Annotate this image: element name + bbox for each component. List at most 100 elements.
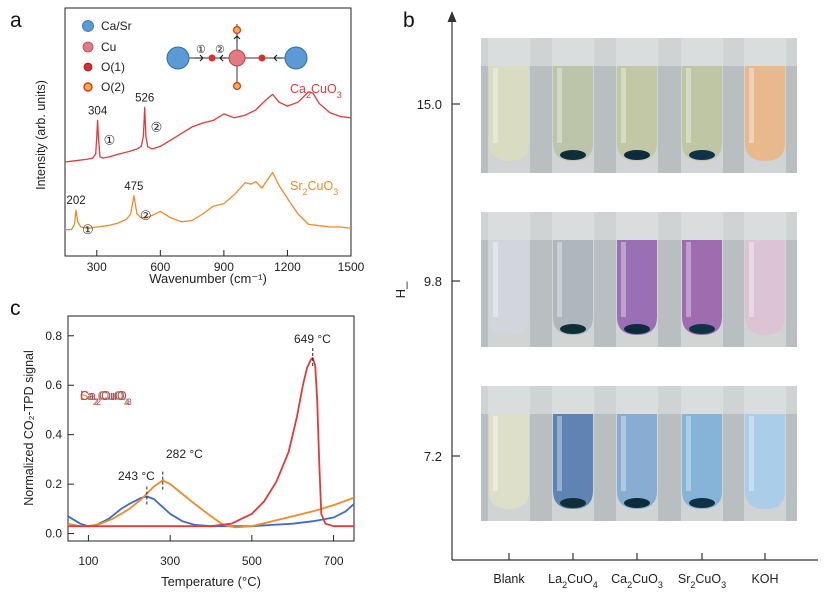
panel-a-x-tick-label: 600: [150, 260, 170, 274]
tube-solution: [489, 240, 529, 335]
panel-b-photo-grid: 15.0 9.8 7.2 Blank La2CuO4 Ca2CuO3 Sr2CuO3 KOH: [417, 38, 797, 590]
panel-c-x-tick-label: 100: [78, 554, 98, 568]
panel-a: a Intensity (arb. units) Wavenumber (cm⁻…: [10, 7, 365, 286]
panel-a-ylabel: Intensity (arb. units): [34, 80, 48, 190]
legend-ca-sr-marker: [82, 20, 94, 32]
tube-sediment: [624, 498, 650, 508]
spectrum-line-srcuo: [65, 171, 352, 231]
inset-mode-1-label: ①: [196, 44, 206, 56]
series-label-cacuo: Ca2CuO3: [290, 82, 342, 100]
tube-highlight: [493, 242, 498, 317]
tube-highlight: [557, 242, 562, 317]
peak-label-475: 475: [124, 181, 143, 193]
inset-vibration-arrow-cu: [219, 54, 226, 62]
panel-b-letter: b: [403, 9, 415, 32]
series-label-lacuo: La2CuO4: [80, 389, 130, 407]
panel-c-x-tick-label: 700: [324, 554, 344, 568]
tube-highlight: [557, 416, 562, 491]
tpd-line-srcuo: [67, 479, 355, 529]
legend-ca-sr-label: Ca/Sr: [101, 19, 132, 33]
series-label-cacuo: Ca2CuO3: [80, 389, 132, 407]
tube-highlight: [686, 242, 691, 317]
peak-label-202: 202: [66, 195, 85, 207]
tube-solution: [489, 414, 529, 509]
panel-c-y-tick-label: 0.0: [45, 527, 62, 541]
series-label-srcuo: Sr2CuO3: [80, 389, 128, 407]
tube-highlight: [621, 416, 626, 491]
legend-o1-marker: [83, 62, 93, 72]
panel-b-y-axis-arrow: [447, 11, 457, 22]
peak-temperature-label-243: 243 °C: [118, 469, 155, 483]
peak-label-526: 526: [135, 92, 154, 104]
panel-c-y-tick-label: 0.6: [45, 378, 62, 392]
peak-mode-marker-475: ②: [140, 208, 152, 223]
peak-temperature-label-282: 282 °C: [166, 447, 203, 461]
peak-mode-marker-202: ①: [82, 222, 94, 237]
panel-c-x-tick-label: 300: [160, 554, 180, 568]
tube-sediment: [560, 150, 586, 160]
tube-solution: [745, 66, 785, 161]
panel-c-y-tick-label: 0.8: [45, 329, 62, 343]
inset-o1-right-atom: [258, 54, 266, 62]
tube-solution: [617, 240, 657, 335]
tube-sediment: [689, 324, 715, 334]
tpd-line-lacuo: [67, 495, 355, 528]
panel-c-frame: [67, 315, 355, 542]
tube-solution: [617, 414, 657, 509]
legend-o2-label: O(2): [101, 80, 125, 94]
panel-a-frame: [64, 7, 352, 257]
panel-a-annotations: Ca2CuO3 304 ① 526 ② Sr2CuO3 202 ① 475 ②: [66, 82, 341, 237]
sample-label-srcuo: Sr2CuO3: [678, 572, 726, 590]
panel-a-plot-area: [64, 91, 352, 231]
tube-solution: [553, 66, 593, 161]
panel-c-y-tick-label: 0.4: [45, 428, 62, 442]
tube-solution: [553, 240, 593, 335]
inset-mode-2-label: ②: [215, 44, 225, 56]
tube-highlight: [557, 68, 562, 143]
inset-ca-sr-left-atom: [166, 46, 190, 70]
panel-a-xlabel: Wavenumber (cm⁻¹): [149, 271, 267, 286]
sample-label-lacuo: La2CuO4: [548, 572, 598, 590]
panel-c-y-tick-label: 0.2: [45, 477, 62, 491]
inset-vibration-arrow-left: [195, 54, 204, 62]
inset-o2-bottom-atom: [232, 81, 242, 91]
sample-label-cacuo: Ca2CuO3: [611, 572, 663, 590]
peak-label-304: 304: [88, 105, 108, 117]
tube-highlight: [621, 68, 626, 143]
panel-b-y-tick-label: 7.2: [424, 449, 442, 464]
panel-a-letter: a: [10, 9, 22, 32]
peak-mode-marker-526: ②: [151, 119, 163, 134]
tube-sediment: [689, 498, 715, 508]
tube-sediment: [689, 150, 715, 160]
tube-highlight: [686, 416, 691, 491]
tpd-line-cacuo: [68, 357, 354, 528]
tube-highlight: [749, 242, 754, 317]
panel-a-legend: Ca/Sr Cu O(1) O(2): [82, 19, 132, 94]
legend-o2-marker: [83, 82, 93, 92]
tube-solution: [682, 66, 722, 161]
panel-b-y-tick-label: 15.0: [417, 97, 442, 112]
inset-ca-sr-right-atom: [284, 46, 308, 70]
legend-o1-label: O(1): [101, 60, 125, 74]
tube-sediment: [560, 324, 586, 334]
legend-cu-label: Cu: [101, 40, 116, 54]
tube-solution: [745, 240, 785, 335]
tube-solution: [682, 240, 722, 335]
inset-cu-atom: [228, 49, 246, 67]
panel-c-ylabel: Normalized CO₂-TPD signal: [22, 350, 36, 506]
tube-highlight: [493, 416, 498, 491]
panel-c-x-tick-label: 500: [242, 554, 262, 568]
panel-c-letter: c: [10, 297, 21, 320]
panel-a-x-ticks: 300 600 900 1200 1500: [87, 250, 365, 274]
panel-b: b H_ 15.0 9.8 7.2 Blank La2CuO4 Ca2CuO3 Sr2CuO…: [393, 9, 818, 590]
tube-solution: [553, 414, 593, 509]
panel-c-axes: 100 300 500 700 0.0 0.2 0.4 0.6 0.8: [45, 329, 344, 568]
tube-highlight: [493, 68, 498, 143]
panel-a-x-tick-label: 1500: [338, 260, 365, 274]
tube-solution: [617, 66, 657, 161]
panel-c-plot-area: [67, 357, 355, 529]
panel-a-x-tick-label: 300: [87, 260, 107, 274]
inset-vibration-arrow-right: [273, 54, 282, 62]
tube-sediment: [624, 150, 650, 160]
panel-a-x-tick-label: 1200: [274, 260, 301, 274]
